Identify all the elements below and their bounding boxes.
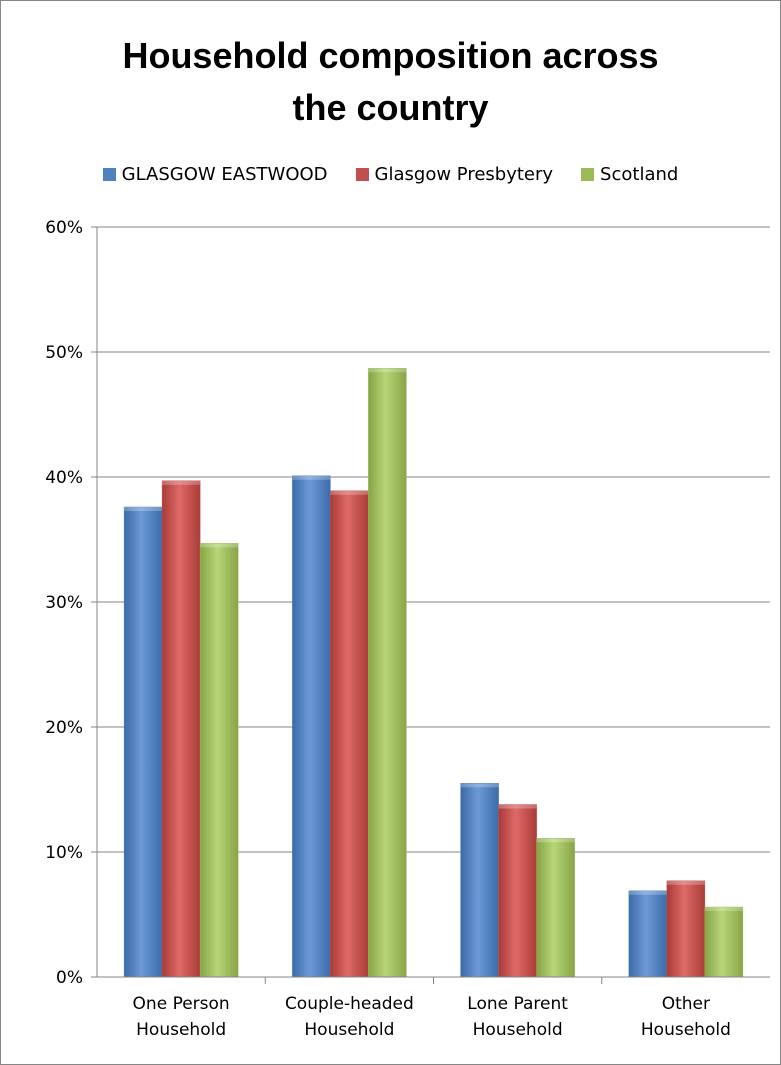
y-tick-label: 60%	[45, 218, 83, 238]
bar-scotland-3	[704, 906, 744, 978]
bar-highlight	[536, 838, 575, 843]
bar-highlight	[200, 543, 239, 548]
legend-swatch-glasgow-eastwood	[102, 168, 116, 181]
legend-label-glasgow-presbytery: Glasgow Presbytery	[374, 164, 554, 185]
chart-title: Household composition across the country	[0, 30, 781, 134]
bar-glasgow-eastwood-3	[628, 890, 668, 978]
bar-glasgow-eastwood-1	[292, 475, 331, 978]
bar-glasgow-presbytery-2	[498, 804, 537, 978]
x-category-label: Lone Parent	[467, 994, 568, 1014]
legend-item-glasgow-presbytery: Glasgow Presbytery	[355, 164, 554, 185]
y-tick-label: 30%	[45, 593, 83, 613]
bar-scotland-2	[536, 838, 575, 978]
bar-highlight	[368, 368, 407, 373]
x-category-label: Couple-headed	[285, 994, 414, 1014]
legend-item-scotland: Scotland	[581, 164, 678, 185]
bar-scotland-0	[199, 543, 239, 978]
bar-highlight	[124, 507, 163, 511]
legend-label-glasgow-eastwood: GLASGOW EASTWOOD	[121, 164, 328, 185]
x-category-label: Other	[662, 994, 710, 1014]
legend-swatch-glasgow-presbytery	[355, 168, 369, 181]
bar-highlight	[330, 490, 369, 495]
legend-swatch-scotland	[581, 168, 595, 181]
y-tick-label: 20%	[45, 718, 83, 738]
bar-highlight	[162, 480, 201, 485]
bar-glasgow-presbytery-1	[330, 490, 369, 978]
bar-glasgow-eastwood-2	[460, 783, 499, 978]
bar-highlight	[628, 890, 667, 895]
bar-glasgow-presbytery-3	[666, 880, 706, 978]
bar-glasgow-eastwood-0	[123, 506, 163, 978]
bar-highlight	[666, 880, 705, 885]
x-category-label: Household	[136, 1020, 226, 1040]
y-tick-label: 0%	[56, 968, 83, 988]
bar-highlight	[292, 475, 331, 480]
legend-label-scotland: Scotland	[600, 164, 679, 185]
y-tick-label: 40%	[45, 468, 83, 488]
legend-item-glasgow-eastwood: GLASGOW EASTWOOD	[102, 164, 328, 185]
x-category-label: One Person	[133, 994, 230, 1014]
y-tick-label: 50%	[45, 343, 83, 363]
chart-legend: GLASGOW EASTWOOD Glasgow Presbytery Scot…	[0, 164, 781, 185]
x-category-label: Household	[304, 1020, 394, 1040]
bar-scotland-1	[368, 368, 407, 978]
bar-highlight	[460, 783, 499, 788]
y-tick-label: 10%	[45, 843, 83, 863]
x-category-label: Household	[473, 1020, 563, 1040]
bar-highlight	[498, 804, 537, 809]
chart-title-line-1: Household composition across	[122, 35, 659, 76]
bar-glasgow-presbytery-0	[161, 480, 201, 978]
x-category-label: Household	[641, 1020, 731, 1040]
chart-title-line-2: the country	[292, 87, 489, 128]
bar-highlight	[704, 907, 743, 911]
